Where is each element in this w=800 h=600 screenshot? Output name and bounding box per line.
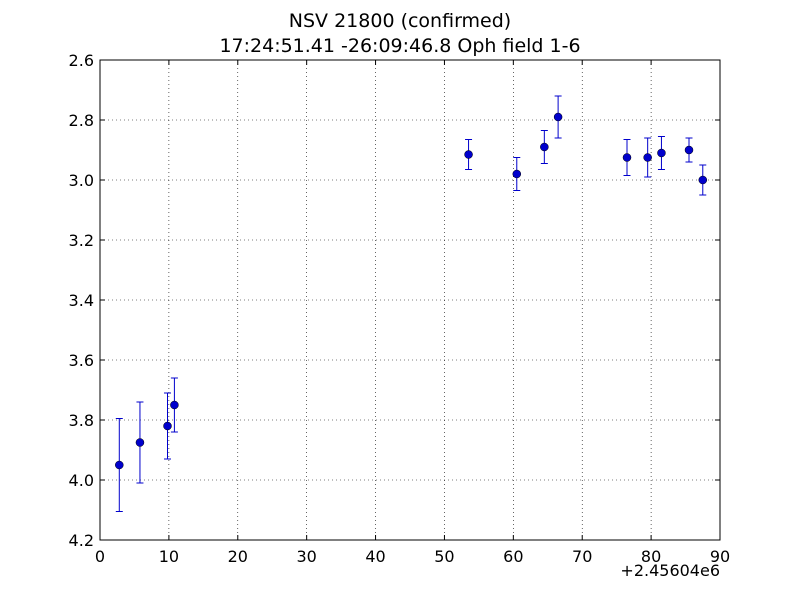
x-offset-label: +2.45604e6 <box>620 561 720 580</box>
data-point <box>698 175 708 185</box>
x-tick-label: 10 <box>159 547 179 566</box>
data-point <box>540 142 549 152</box>
y-tick-label: 2.6 <box>69 51 94 70</box>
y-tick-label: 3.6 <box>69 351 94 370</box>
x-tick-label: 60 <box>503 547 523 566</box>
data-point <box>464 150 473 159</box>
data-point <box>643 153 652 162</box>
data-point <box>170 400 179 410</box>
y-tick-label: 4.2 <box>69 531 94 550</box>
x-tick-label: 50 <box>434 547 454 566</box>
x-tick-label: 20 <box>228 547 248 566</box>
x-tick-label: 80 <box>641 547 661 566</box>
x-tick-label: 40 <box>365 547 385 566</box>
y-tick-label: 3.8 <box>69 411 94 430</box>
data-point <box>512 169 522 179</box>
data-point <box>657 148 666 158</box>
axis-ticks: 0 10 20 30 40 50 60 70 80 90 2.6 2.8 3.0 3.2 3.4 3.6 3.8… <box>69 51 731 566</box>
grid-lines <box>100 60 720 540</box>
x-tick-label: 30 <box>296 547 316 566</box>
x-tick-label: 90 <box>710 547 730 566</box>
y-tick-label: 3.4 <box>69 291 94 310</box>
x-tick-label: 0 <box>95 547 105 566</box>
x-tick-label: 70 <box>572 547 592 566</box>
plot-frame <box>99 59 721 541</box>
y-tick-label: 2.8 <box>69 111 94 130</box>
data-point <box>163 421 172 431</box>
data-point <box>115 460 124 470</box>
y-tick-label: 3.2 <box>69 231 94 250</box>
y-tick-label: 3.0 <box>69 171 94 190</box>
chart-subtitle: 17:24:51.41 -26:09:46.8 Oph field 1-6 <box>219 35 581 57</box>
data-point <box>553 112 563 122</box>
data-point <box>135 438 145 447</box>
y-tick-label: 4.0 <box>69 471 94 490</box>
error-bars <box>115 95 707 512</box>
data-point <box>684 145 694 155</box>
data-point <box>622 153 632 162</box>
chart-title: NSV 21800 (confirmed) <box>288 10 512 32</box>
data-points <box>115 112 708 470</box>
